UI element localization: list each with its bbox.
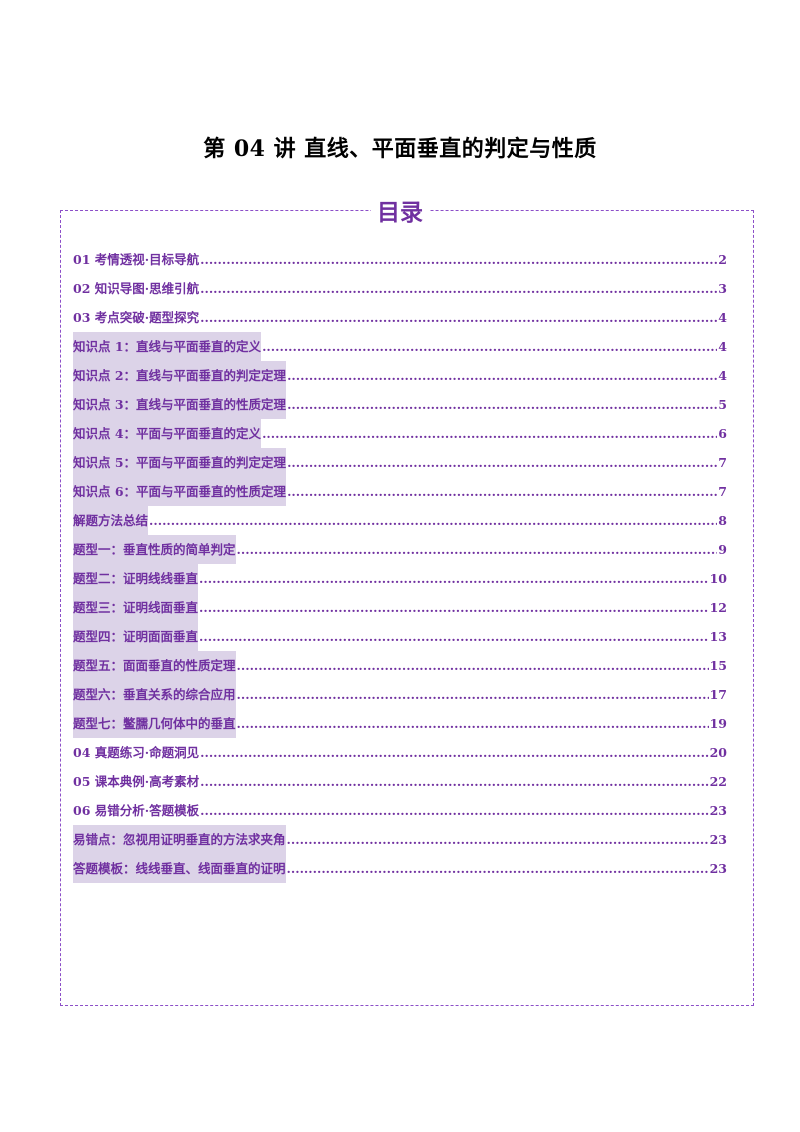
toc-leader-dots — [262, 419, 717, 448]
toc-leader-dots — [237, 709, 709, 738]
toc-leader-dots — [262, 332, 717, 361]
toc-entry-label[interactable]: 04 真题练习·命题洞见 — [73, 745, 200, 760]
toc-leader-dots — [200, 767, 708, 796]
toc-entry[interactable]: 题型一：垂直性质的简单判定 9 — [73, 535, 727, 564]
toc-entry-page[interactable]: 4 — [718, 310, 727, 325]
toc-entry-page[interactable]: 9 — [718, 542, 727, 557]
toc-leader-dots — [287, 390, 717, 419]
toc-entry[interactable]: 题型三：证明线面垂直 12 — [73, 593, 727, 622]
toc-leader-dots — [199, 622, 709, 651]
toc-entry[interactable]: 题型六：垂直关系的综合应用 17 — [73, 680, 727, 709]
toc-entry-page[interactable]: 6 — [718, 426, 727, 441]
toc-entry-page[interactable]: 4 — [718, 339, 727, 354]
toc-leader-dots — [287, 477, 717, 506]
toc-entry[interactable]: 题型七：鳖臑几何体中的垂直 19 — [73, 709, 727, 738]
toc-entry-label[interactable]: 01 考情透视·目标导航 — [73, 252, 200, 267]
toc-entry-page[interactable]: 23 — [709, 832, 727, 847]
toc-entry-label[interactable]: 题型五：面面垂直的性质定理 — [73, 651, 236, 680]
toc-leader-dots — [200, 274, 717, 303]
toc-entry-label[interactable]: 易错点：忽视用证明垂直的方法求夹角 — [73, 825, 286, 854]
toc-entry[interactable]: 知识点 3：直线与平面垂直的性质定理 5 — [73, 390, 727, 419]
toc-leader-dots — [199, 593, 709, 622]
toc-entry[interactable]: 04 真题练习·命题洞见 20 — [73, 738, 727, 767]
toc-entry[interactable]: 解题方法总结 8 — [73, 506, 727, 535]
toc-entry[interactable]: 题型五：面面垂直的性质定理 15 — [73, 651, 727, 680]
toc-entry-page[interactable]: 19 — [709, 716, 727, 731]
toc-entry[interactable]: 知识点 1：直线与平面垂直的定义 4 — [73, 332, 727, 361]
toc-entry-label[interactable]: 题型六：垂直关系的综合应用 — [73, 680, 236, 709]
toc-entry[interactable]: 知识点 4：平面与平面垂直的定义 6 — [73, 419, 727, 448]
toc-entry[interactable]: 06 易错分析·答题模板 23 — [73, 796, 727, 825]
toc-entry-page[interactable]: 22 — [709, 774, 727, 789]
toc-entry-label[interactable]: 答题模板：线线垂直、线面垂直的证明 — [73, 854, 286, 883]
toc-leader-dots — [237, 680, 709, 709]
toc-entry-page[interactable]: 3 — [718, 281, 727, 296]
toc-entry[interactable]: 02 知识导图·思维引航 3 — [73, 274, 727, 303]
toc-entry[interactable]: 01 考情透视·目标导航 2 — [73, 245, 727, 274]
toc-entry-page[interactable]: 2 — [718, 252, 727, 267]
toc-entry-page[interactable]: 20 — [709, 745, 727, 760]
toc-leader-dots — [287, 448, 717, 477]
toc-entry-page[interactable]: 10 — [709, 571, 727, 586]
toc-leader-dots — [287, 361, 717, 390]
toc-entry-page[interactable]: 23 — [709, 803, 727, 818]
toc-entry-page[interactable]: 7 — [718, 455, 727, 470]
toc-entry-page[interactable]: 23 — [709, 861, 727, 876]
toc-list: 01 考情透视·目标导航202 知识导图·思维引航303 考点突破·题型探究4知… — [73, 245, 727, 883]
toc-entry-page[interactable]: 17 — [709, 687, 727, 702]
toc-entry-page[interactable]: 13 — [709, 629, 727, 644]
toc-entry-label[interactable]: 解题方法总结 — [73, 506, 149, 535]
toc-entry[interactable]: 05 课本典例·高考素材 22 — [73, 767, 727, 796]
toc-entry-label[interactable]: 03 考点突破·题型探究 — [73, 310, 200, 325]
toc-entry[interactable]: 03 考点突破·题型探究 4 — [73, 303, 727, 332]
toc-entry-label[interactable]: 题型三：证明线面垂直 — [73, 593, 199, 622]
toc-entry[interactable]: 答题模板：线线垂直、线面垂直的证明 23 — [73, 854, 727, 883]
toc-entry-label[interactable]: 题型四：证明面面垂直 — [73, 622, 199, 651]
toc-leader-dots — [200, 245, 717, 274]
toc-entry-label[interactable]: 题型七：鳖臑几何体中的垂直 — [73, 709, 236, 738]
toc-leader-dots — [200, 303, 717, 332]
toc-leader-dots — [237, 535, 718, 564]
toc-leader-dots — [149, 506, 717, 535]
toc-entry[interactable]: 易错点：忽视用证明垂直的方法求夹角 23 — [73, 825, 727, 854]
toc-entry[interactable]: 知识点 2：直线与平面垂直的判定定理 4 — [73, 361, 727, 390]
toc-entry-label[interactable]: 05 课本典例·高考素材 — [73, 774, 200, 789]
toc-entry[interactable]: 题型四：证明面面垂直 13 — [73, 622, 727, 651]
toc-entry-label[interactable]: 知识点 1：直线与平面垂直的定义 — [73, 332, 262, 361]
toc-entry-label[interactable]: 知识点 2：直线与平面垂直的判定定理 — [73, 361, 287, 390]
toc-entry-page[interactable]: 12 — [709, 600, 727, 615]
toc-leader-dots — [287, 854, 709, 883]
toc-leader-dots — [199, 564, 709, 593]
toc-leader-dots — [287, 825, 709, 854]
toc-entry-page[interactable]: 5 — [718, 397, 727, 412]
toc-entry-label[interactable]: 题型一：垂直性质的简单判定 — [73, 535, 236, 564]
toc-leader-dots — [200, 738, 708, 767]
toc-entry-label[interactable]: 06 易错分析·答题模板 — [73, 803, 200, 818]
toc-entry-label[interactable]: 知识点 6：平面与平面垂直的性质定理 — [73, 477, 287, 506]
toc-entry-page[interactable]: 4 — [718, 368, 727, 383]
toc-leader-dots — [200, 796, 708, 825]
toc-entry-label[interactable]: 知识点 4：平面与平面垂直的定义 — [73, 419, 262, 448]
toc-entry-page[interactable]: 15 — [709, 658, 727, 673]
document-title: 第 04 讲 直线、平面垂直的判定与性质 — [203, 136, 597, 162]
toc-entry[interactable]: 知识点 5：平面与平面垂直的判定定理 7 — [73, 448, 727, 477]
toc-entry-page[interactable]: 8 — [718, 513, 727, 528]
toc-entry-label[interactable]: 知识点 5：平面与平面垂直的判定定理 — [73, 448, 287, 477]
toc-leader-dots — [237, 651, 709, 680]
toc-entry-label[interactable]: 题型二：证明线线垂直 — [73, 564, 199, 593]
toc-entry-page[interactable]: 7 — [718, 484, 727, 499]
toc-entry-label[interactable]: 02 知识导图·思维引航 — [73, 281, 200, 296]
toc-entry[interactable]: 题型二：证明线线垂直 10 — [73, 564, 727, 593]
toc-entry-label[interactable]: 知识点 3：直线与平面垂直的性质定理 — [73, 390, 287, 419]
toc-entry[interactable]: 知识点 6：平面与平面垂直的性质定理 7 — [73, 477, 727, 506]
